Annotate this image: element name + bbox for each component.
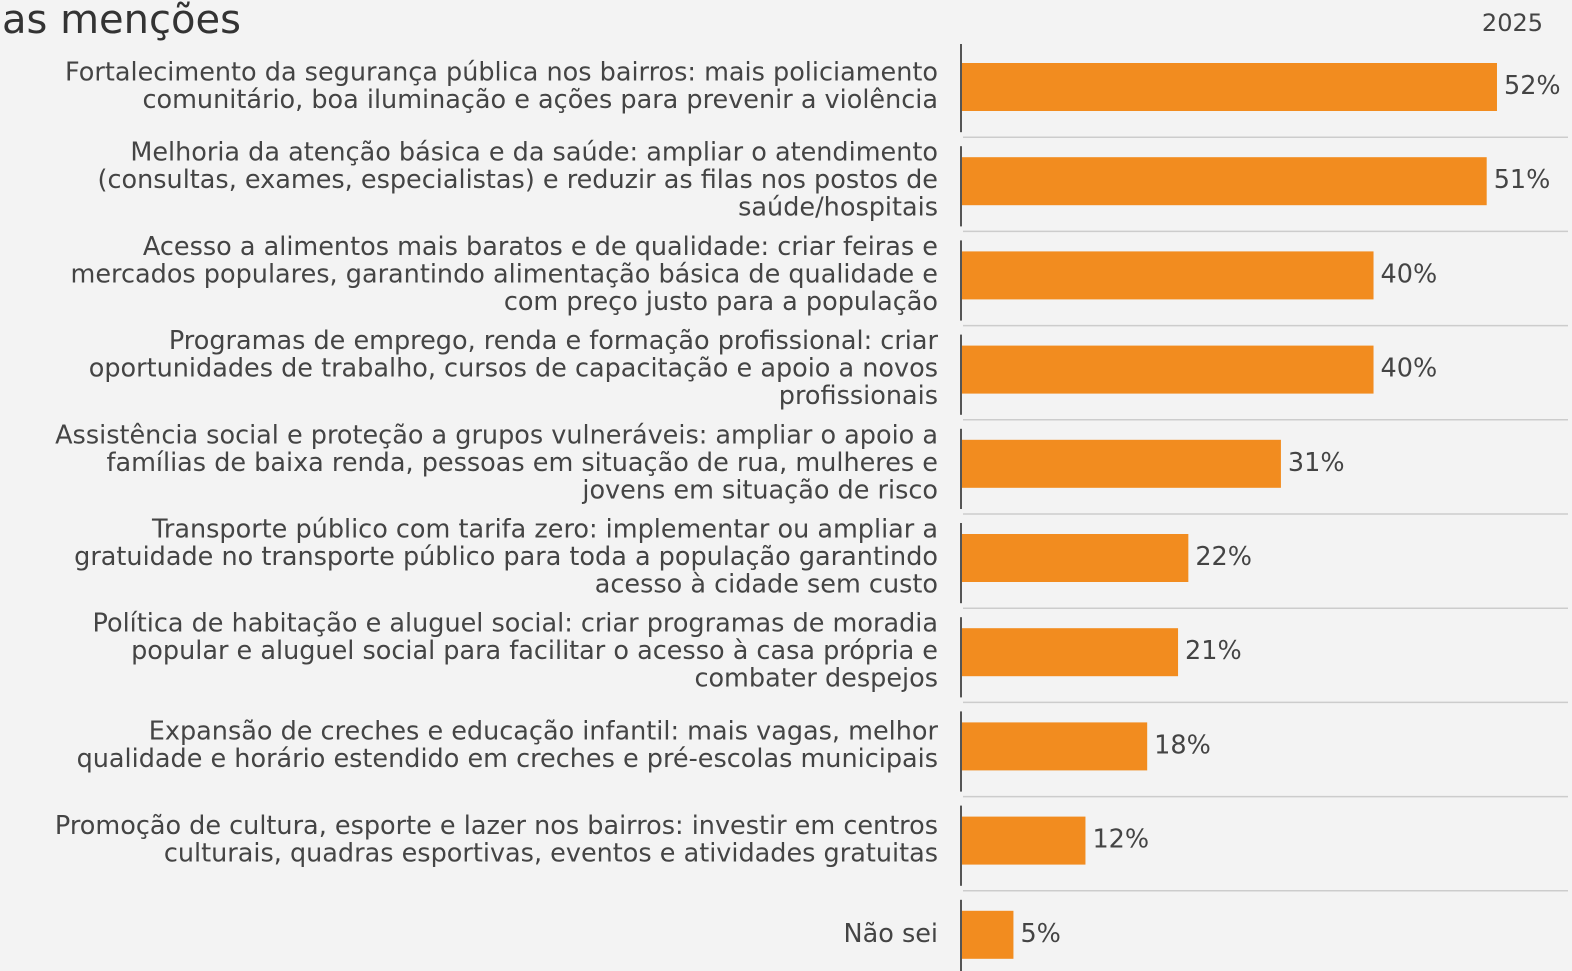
category-label: culturais, quadras esportivas, eventos e…	[164, 838, 938, 868]
value-label: 21%	[1185, 636, 1242, 666]
bar	[962, 439, 1281, 488]
bar	[962, 722, 1148, 771]
category-label: Expansão de creches e educação infantil:…	[149, 717, 939, 747]
bar	[962, 910, 1014, 959]
value-label: 18%	[1154, 730, 1211, 760]
bar	[962, 63, 1497, 111]
category-label: famílias de baixa renda, pessoas em situ…	[106, 448, 938, 478]
category-label: Assistência social e proteção a grupos v…	[55, 420, 938, 450]
bar	[962, 157, 1487, 206]
chart-title: as menções	[2, 0, 241, 43]
bar	[962, 345, 1374, 394]
category-label: jovens em situação de risco	[581, 475, 938, 505]
bar	[962, 251, 1374, 300]
category-label: Promoção de cultura, esporte e lazer nos…	[55, 811, 938, 841]
value-label: 22%	[1195, 542, 1252, 572]
category-label: mercados populares, garantindo alimentaç…	[71, 259, 938, 289]
value-label: 40%	[1381, 259, 1438, 289]
category-label: oportunidades de trabalho, cursos de cap…	[89, 354, 938, 384]
category-label: Não sei	[844, 919, 938, 949]
category-label: saúde/hospitais	[738, 193, 938, 223]
value-label: 52%	[1504, 71, 1561, 101]
category-label: qualidade e horário estendido em creches…	[77, 744, 938, 774]
value-label: 31%	[1288, 448, 1345, 478]
category-label: Transporte público com tarifa zero: impl…	[151, 515, 938, 545]
category-label: comunitário, boa iluminação e ações para…	[142, 85, 938, 115]
category-label: popular e aluguel social para facilitar …	[131, 636, 938, 666]
category-label: Programas de emprego, renda e formação p…	[169, 326, 939, 356]
category-label: gratuidade no transporte público para to…	[74, 542, 938, 572]
value-label: 51%	[1494, 165, 1551, 195]
category-label: Política de habitação e aluguel social: …	[93, 609, 938, 639]
category-label: Fortalecimento da segurança pública nos …	[65, 57, 938, 87]
bar	[962, 816, 1086, 865]
bar	[962, 534, 1189, 582]
value-label: 40%	[1381, 354, 1438, 384]
value-label: 5%	[1020, 919, 1060, 949]
category-label: combater despejos	[694, 664, 938, 694]
category-label: com preço justo para a população	[504, 287, 938, 317]
category-label: (consultas, exames, especialistas) e red…	[98, 165, 938, 195]
category-label: Melhoria da atenção básica e da saúde: a…	[130, 138, 938, 168]
category-label: acesso à cidade sem custo	[595, 570, 938, 600]
legend-label: 2025	[1482, 9, 1543, 37]
category-label: profissionais	[779, 381, 938, 411]
category-label: Acesso a alimentos mais baratos e de qua…	[143, 232, 938, 262]
bar	[962, 628, 1179, 677]
value-label: 12%	[1092, 825, 1149, 855]
